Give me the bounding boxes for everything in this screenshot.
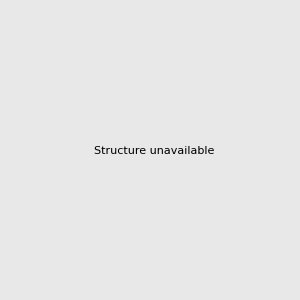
Text: Structure unavailable: Structure unavailable <box>94 146 214 157</box>
